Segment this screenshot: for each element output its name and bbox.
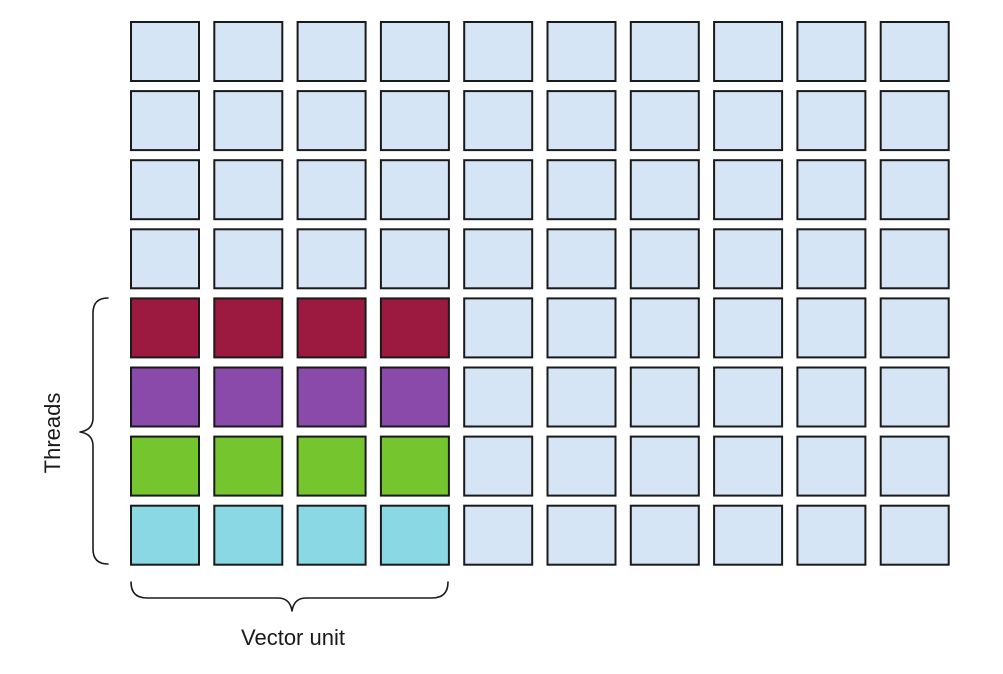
grid-cell xyxy=(879,90,950,152)
grid-cell xyxy=(879,435,950,497)
grid-cell xyxy=(713,297,784,359)
thread-lane-cell xyxy=(213,435,284,497)
grid-cell xyxy=(130,228,200,290)
grid-cell xyxy=(296,90,367,152)
thread-lane-cell xyxy=(296,366,367,428)
grid-cell xyxy=(629,504,700,566)
grid-cell xyxy=(463,21,534,82)
grid-cell xyxy=(546,504,617,566)
grid-cell xyxy=(463,90,534,152)
grid-cell xyxy=(796,90,867,152)
thread-lane-cell xyxy=(213,366,284,428)
vector-unit-label: Vector unit xyxy=(241,625,345,650)
grid-cell xyxy=(379,159,450,221)
grid-cell xyxy=(463,504,534,566)
grid-cell xyxy=(629,366,700,428)
grid-cell xyxy=(213,90,284,152)
grid-cell xyxy=(713,228,784,290)
grid-cell xyxy=(213,228,284,290)
grid-cell xyxy=(713,435,784,497)
threads-label: Threads xyxy=(40,393,65,474)
grid-cell xyxy=(796,159,867,221)
grid-cell xyxy=(546,228,617,290)
grid-cell xyxy=(379,21,450,82)
grid-cell xyxy=(713,504,784,566)
thread-lane-cell xyxy=(296,435,367,497)
thread-lane-cell xyxy=(213,504,284,566)
grid-cell xyxy=(713,21,784,82)
grid-cell xyxy=(379,90,450,152)
grid-cell xyxy=(463,366,534,428)
grid-cell xyxy=(546,297,617,359)
grid-cell xyxy=(879,297,950,359)
grid-cell xyxy=(296,228,367,290)
threads-brace xyxy=(79,297,109,565)
thread-lane-cell xyxy=(213,297,284,359)
thread-lane-cell xyxy=(379,297,450,359)
grid-cell xyxy=(629,21,700,82)
grid-cell xyxy=(546,366,617,428)
grid-cell xyxy=(629,297,700,359)
thread-lane-cell xyxy=(130,435,200,497)
grid-cell xyxy=(796,366,867,428)
grid-cell xyxy=(879,504,950,566)
grid-cell xyxy=(130,90,200,152)
thread-lane-cell xyxy=(130,504,200,566)
grid-cell xyxy=(213,21,284,82)
grid-cell xyxy=(713,90,784,152)
thread-lane-cell xyxy=(130,297,200,359)
grid-cell xyxy=(213,159,284,221)
grid-cell xyxy=(130,21,200,82)
grid-cell xyxy=(296,21,367,82)
grid-cell xyxy=(546,435,617,497)
grid-cell xyxy=(463,228,534,290)
thread-lane-cell xyxy=(296,297,367,359)
grid-cell xyxy=(796,435,867,497)
cell-grid xyxy=(130,21,950,566)
thread-lane-cell xyxy=(379,504,450,566)
grid-cell xyxy=(879,21,950,82)
grid-cell xyxy=(713,366,784,428)
grid-cell xyxy=(546,90,617,152)
grid-cell xyxy=(546,21,617,82)
grid-cell xyxy=(629,159,700,221)
grid-cell xyxy=(879,366,950,428)
thread-lane-cell xyxy=(379,366,450,428)
grid-cell xyxy=(879,228,950,290)
grid-cell xyxy=(879,159,950,221)
grid-cell xyxy=(463,435,534,497)
grid-cell xyxy=(463,159,534,221)
grid-cell xyxy=(379,228,450,290)
vector-unit-brace xyxy=(130,581,449,612)
thread-lane-cell xyxy=(130,366,200,428)
grid-cell xyxy=(713,159,784,221)
thread-lane-cell xyxy=(379,435,450,497)
grid-cell xyxy=(629,435,700,497)
grid-cell xyxy=(296,159,367,221)
grid-cell xyxy=(796,228,867,290)
grid-cell xyxy=(796,297,867,359)
grid-cell xyxy=(796,504,867,566)
grid-cell xyxy=(796,21,867,82)
grid-cell xyxy=(546,159,617,221)
grid-cell xyxy=(463,297,534,359)
grid-cell xyxy=(130,159,200,221)
grid-cell xyxy=(629,90,700,152)
grid-cell xyxy=(629,228,700,290)
thread-lane-cell xyxy=(296,504,367,566)
